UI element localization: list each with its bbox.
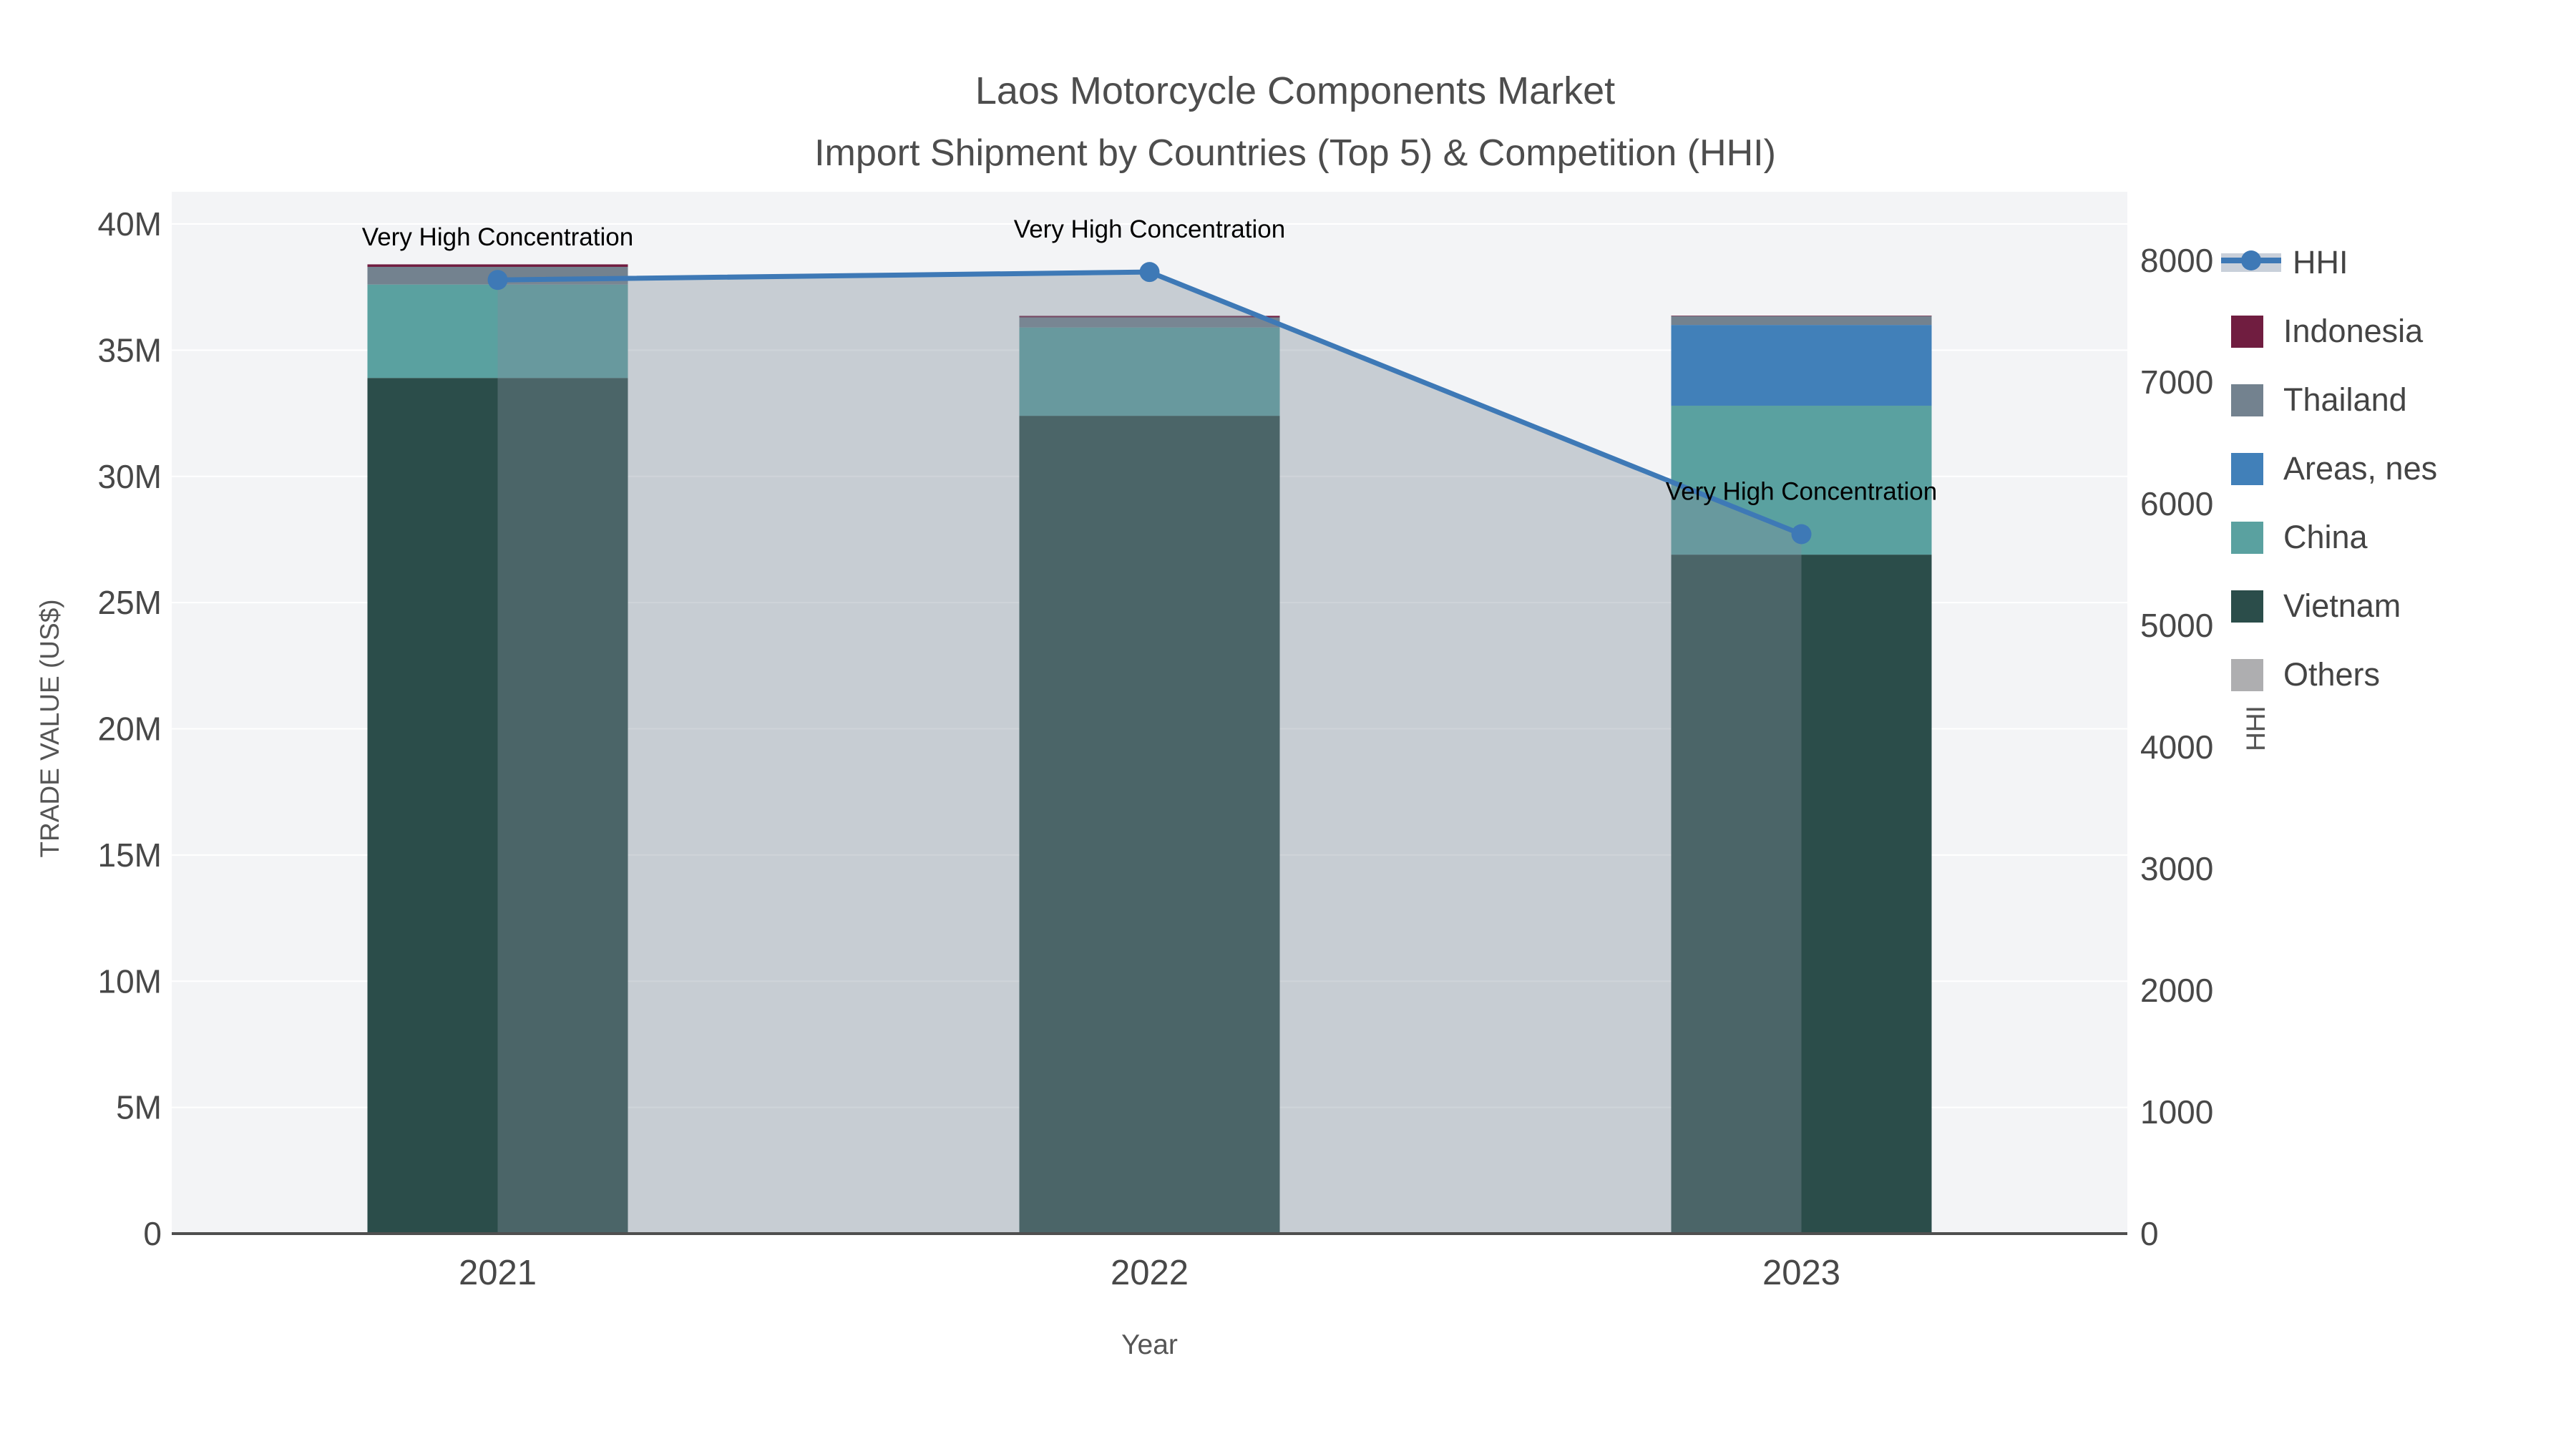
bar-segment-vietnam-2023[interactable] (1671, 555, 1932, 1234)
hhi-line-sample-icon (2221, 250, 2281, 273)
x-tick-2022: 2022 (1111, 1254, 1189, 1292)
legend-label-others: Others (2283, 656, 2381, 693)
y-right-tick-5000: 5000 (2140, 607, 2213, 644)
annotation-2021: Very High Concentration (362, 223, 633, 251)
y-left-tick-0: 0 (143, 1215, 162, 1252)
legend-item-thailand[interactable]: Thailand (2231, 366, 2437, 434)
y-right-tick-7000: 7000 (2140, 364, 2213, 401)
legend-item-areas-nes[interactable]: Areas, nes (2231, 434, 2437, 503)
chart-title: Laos Motorcycle Components Market (975, 69, 1616, 112)
legend-label-areas-nes: Areas, nes (2283, 450, 2438, 487)
chart-subtitle: Import Shipment by Countries (Top 5) & C… (814, 132, 1776, 174)
x-tick-2021: 2021 (459, 1254, 537, 1292)
y-left-axis-title: TRADE VALUE (US$) (35, 599, 64, 857)
y-left-tick-35M: 35M (98, 331, 162, 369)
annotation-2023: Very High Concentration (1666, 478, 1937, 506)
legend-swatch-areas-nes (2231, 452, 2263, 485)
hhi-marker-2021[interactable] (487, 270, 508, 291)
bar-segment-indonesia-2022[interactable] (1019, 316, 1280, 318)
x-tick-2023: 2023 (1762, 1254, 1840, 1292)
legend-swatch-indonesia (2231, 315, 2263, 348)
bar-segment-thailand-2022[interactable] (1019, 317, 1280, 328)
legend-item-vietnam[interactable]: Vietnam (2231, 572, 2437, 640)
y-left-tick-10M: 10M (98, 962, 162, 1000)
legend-item-china[interactable]: China (2231, 503, 2437, 572)
bar-segment-indonesia-2021[interactable] (367, 264, 628, 267)
bar-segment-china-2021[interactable] (367, 284, 628, 379)
y-right-axis-title: HHI (2241, 706, 2270, 751)
legend-item-hhi[interactable]: HHI (2221, 228, 2437, 297)
y-left-tick-15M: 15M (98, 836, 162, 874)
y-right-tick-8000: 8000 (2140, 242, 2213, 279)
legend-label-thailand: Thailand (2283, 381, 2407, 418)
y-left-tick-30M: 30M (98, 458, 162, 495)
legend-item-others[interactable]: Others (2231, 640, 2437, 709)
hhi-marker-2023[interactable] (1791, 524, 1812, 545)
legend-label-china: China (2283, 519, 2368, 555)
bar-segment-areas-nes-2023[interactable] (1671, 325, 1932, 406)
y-left-tick-5M: 5M (116, 1089, 162, 1126)
legend-swatch-others (2231, 658, 2263, 691)
bar-segment-vietnam-2021[interactable] (367, 378, 628, 1234)
x-axis-title: Year (1121, 1330, 1178, 1360)
legend-item-indonesia[interactable]: Indonesia (2231, 297, 2437, 366)
legend-label-hhi: HHI (2293, 244, 2348, 280)
legend-swatch-china (2231, 521, 2263, 554)
bar-segment-china-2022[interactable] (1019, 327, 1280, 416)
y-right-tick-2000: 2000 (2140, 972, 2213, 1009)
annotation-2022: Very High Concentration (1014, 215, 1285, 243)
y-right-tick-1000: 1000 (2140, 1093, 2213, 1131)
bar-segment-thailand-2023[interactable] (1671, 316, 1932, 326)
hhi-area-fill (497, 272, 1802, 1234)
y-left-tick-20M: 20M (98, 711, 162, 748)
hhi-marker-2022[interactable] (1139, 262, 1160, 283)
legend-swatch-thailand (2231, 384, 2263, 416)
legend-swatch-vietnam (2231, 590, 2263, 623)
y-right-tick-3000: 3000 (2140, 850, 2213, 887)
legend-label-vietnam: Vietnam (2283, 587, 2401, 624)
y-left-tick-25M: 25M (98, 584, 162, 621)
legend: HHI Indonesia Thailand Areas, nes China Vietn… (2221, 228, 2437, 709)
bar-segment-vietnam-2022[interactable] (1019, 416, 1280, 1234)
y-left-tick-40M: 40M (98, 205, 162, 243)
y-right-tick-0: 0 (2140, 1215, 2159, 1252)
legend-label-indonesia: Indonesia (2283, 313, 2424, 349)
y-right-tick-4000: 4000 (2140, 728, 2213, 766)
y-right-tick-6000: 6000 (2140, 485, 2213, 522)
